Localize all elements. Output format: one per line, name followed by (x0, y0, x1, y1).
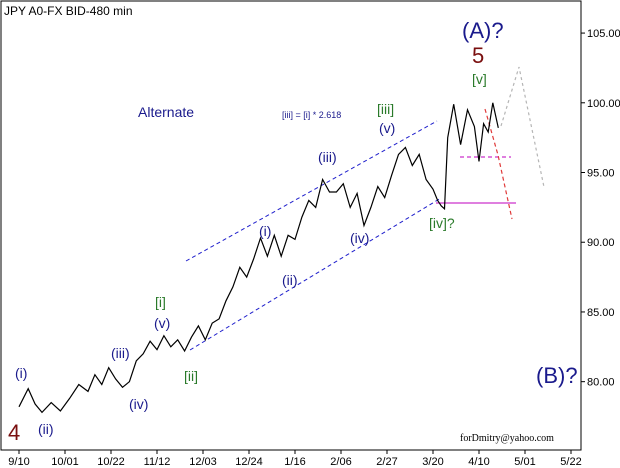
projection-grey-dashed (500, 66, 545, 188)
alternate-label: Alternate (138, 104, 194, 120)
wave-label-iv-bracket: [iv]? (429, 215, 455, 231)
time-axis-label: 4/10 (468, 456, 489, 468)
wave-label-v-bracket: [v] (472, 71, 487, 87)
time-axis-label: 11/12 (144, 456, 171, 468)
time-axis-ticks: 9/10 10/01 10/22 11/12 12/03 12/24 1/16 2/06 2/2… (8, 450, 582, 468)
time-axis-label: 3/20 (422, 456, 443, 468)
wave-label-iii-mid: (iii) (318, 149, 337, 165)
price-axis-label: 85.00 (587, 307, 615, 319)
wave-label-iii-low: (iii) (111, 345, 130, 361)
time-axis-label: 9/10 (8, 456, 29, 468)
wave-label-ii-start: (ii) (38, 421, 54, 437)
chart-title: JPY A0-FX BID-480 min (4, 4, 133, 18)
price-axis-label: 80.00 (587, 377, 615, 389)
time-axis-label: 5/01 (514, 456, 535, 468)
price-axis-label: 90.00 (587, 237, 615, 249)
wave-label-v-mid: (v) (379, 120, 395, 136)
wave-label-i-start: (i) (15, 365, 27, 381)
wave-label-5: 5 (472, 43, 484, 68)
time-axis-label: 2/06 (330, 456, 351, 468)
wave-label-B: (B)? (536, 363, 578, 388)
time-axis-label: 12/24 (235, 456, 263, 468)
plot-frame (0, 0, 582, 451)
wave-label-iii-bracket: [iii] (377, 101, 394, 117)
time-axis-label: 1/16 (284, 456, 305, 468)
footer-email: forDmitry@yahoo.com (460, 433, 554, 444)
price-axis-label: 95.00 (587, 168, 615, 180)
time-axis-label: 10/01 (51, 456, 79, 468)
wave-label-4: 4 (8, 420, 20, 445)
time-axis-label: 5/22 (560, 456, 581, 468)
price-axis-label: 105.00 (587, 28, 620, 40)
wave-label-iv-mid: (iv) (350, 230, 369, 246)
wave-label-iv-low: (iv) (129, 396, 148, 412)
time-axis-label: 10/22 (97, 456, 125, 468)
time-axis-label: 2/27 (376, 456, 397, 468)
wave-label-i-mid: (i) (259, 223, 271, 239)
wave-label-A: (A)? (462, 18, 504, 43)
ratio-note: [iii] = [i] * 2.618 (282, 110, 341, 120)
wave-label-ii-bracket: [ii] (184, 368, 198, 384)
price-axis-ticks: 80.00 85.00 90.00 95.00 100.00 105.00 (581, 28, 620, 389)
wave-label-i-bracket: [i] (155, 294, 166, 310)
wave-label-v-low: (v) (154, 315, 170, 331)
channel-upper-line (185, 120, 438, 262)
price-series-line (18, 102, 499, 414)
wave-label-ii-mid: (ii) (282, 272, 298, 288)
time-axis-label: 12/03 (189, 456, 217, 468)
price-axis-label: 100.00 (587, 98, 620, 110)
channel-lower-line (189, 197, 442, 351)
